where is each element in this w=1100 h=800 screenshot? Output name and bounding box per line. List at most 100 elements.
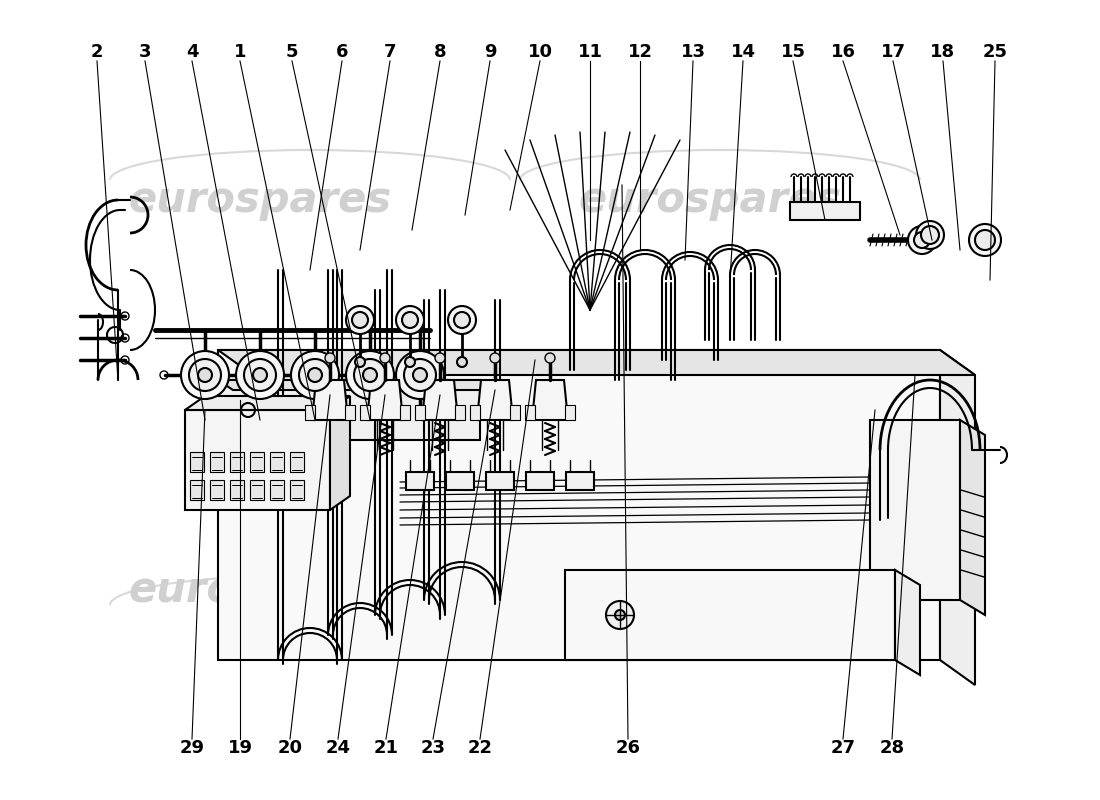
Circle shape — [354, 359, 386, 391]
Text: eurospares: eurospares — [129, 179, 392, 221]
Bar — [210, 480, 224, 500]
Circle shape — [615, 610, 625, 620]
Circle shape — [182, 351, 229, 399]
Text: 18: 18 — [931, 43, 956, 61]
Polygon shape — [422, 380, 458, 420]
Circle shape — [299, 359, 331, 391]
Bar — [565, 570, 895, 660]
Polygon shape — [218, 380, 480, 440]
Bar — [230, 452, 244, 472]
Circle shape — [448, 306, 476, 334]
Text: 29: 29 — [179, 739, 205, 757]
Polygon shape — [532, 380, 568, 420]
Circle shape — [606, 601, 634, 629]
Bar — [470, 405, 480, 420]
Text: 2: 2 — [90, 43, 103, 61]
Bar — [415, 405, 425, 420]
Circle shape — [324, 353, 336, 363]
Bar — [250, 480, 264, 500]
Circle shape — [404, 359, 436, 391]
Polygon shape — [940, 350, 975, 685]
Circle shape — [402, 312, 418, 328]
Bar — [446, 472, 474, 490]
Circle shape — [352, 312, 368, 328]
Bar — [290, 480, 304, 500]
Circle shape — [189, 359, 221, 391]
Circle shape — [396, 306, 424, 334]
Circle shape — [405, 357, 415, 367]
Circle shape — [544, 353, 556, 363]
Bar — [566, 472, 594, 490]
Bar — [190, 452, 204, 472]
Circle shape — [908, 226, 936, 254]
Polygon shape — [218, 350, 940, 660]
Circle shape — [292, 351, 339, 399]
Bar — [406, 472, 434, 490]
Polygon shape — [185, 396, 350, 410]
Bar — [230, 480, 244, 500]
Bar — [455, 405, 465, 420]
Text: eurospares: eurospares — [579, 569, 842, 611]
Text: 3: 3 — [139, 43, 152, 61]
Text: 28: 28 — [879, 739, 904, 757]
Circle shape — [308, 368, 322, 382]
Text: 5: 5 — [286, 43, 298, 61]
Text: 13: 13 — [681, 43, 705, 61]
Bar — [526, 472, 554, 490]
Text: 16: 16 — [830, 43, 856, 61]
Polygon shape — [330, 396, 350, 510]
Polygon shape — [218, 380, 495, 390]
Bar — [270, 480, 284, 500]
Polygon shape — [312, 380, 348, 420]
Text: 10: 10 — [528, 43, 552, 61]
Bar — [565, 405, 575, 420]
Text: 12: 12 — [627, 43, 652, 61]
Text: eurospares: eurospares — [129, 569, 392, 611]
Bar — [400, 405, 410, 420]
Text: 11: 11 — [578, 43, 603, 61]
Text: 21: 21 — [374, 739, 398, 757]
Bar — [345, 405, 355, 420]
Circle shape — [916, 221, 944, 249]
Text: 1: 1 — [233, 43, 246, 61]
Polygon shape — [870, 420, 960, 600]
Text: 8: 8 — [433, 43, 447, 61]
Bar — [305, 405, 315, 420]
Polygon shape — [477, 380, 513, 420]
Bar — [190, 480, 204, 500]
Bar — [290, 452, 304, 472]
Text: 26: 26 — [616, 739, 640, 757]
Text: 17: 17 — [880, 43, 905, 61]
Bar — [790, 202, 860, 220]
Text: 4: 4 — [186, 43, 198, 61]
Circle shape — [244, 359, 276, 391]
Circle shape — [969, 224, 1001, 256]
Circle shape — [355, 357, 365, 367]
Text: 9: 9 — [484, 43, 496, 61]
Circle shape — [921, 226, 939, 244]
Bar — [270, 452, 284, 472]
Bar — [210, 452, 224, 472]
Text: 23: 23 — [420, 739, 446, 757]
Circle shape — [379, 353, 390, 363]
Text: 20: 20 — [277, 739, 302, 757]
Text: 14: 14 — [730, 43, 756, 61]
Circle shape — [363, 368, 377, 382]
Text: 22: 22 — [468, 739, 493, 757]
Circle shape — [412, 368, 427, 382]
Circle shape — [346, 351, 394, 399]
Circle shape — [914, 232, 929, 248]
Bar — [486, 472, 514, 490]
Text: 7: 7 — [384, 43, 396, 61]
Circle shape — [454, 312, 470, 328]
Circle shape — [253, 368, 267, 382]
Circle shape — [198, 368, 212, 382]
Bar — [525, 405, 535, 420]
Polygon shape — [218, 350, 975, 375]
Circle shape — [396, 351, 444, 399]
Circle shape — [236, 351, 284, 399]
Circle shape — [346, 306, 374, 334]
Text: 19: 19 — [228, 739, 253, 757]
Text: 15: 15 — [781, 43, 805, 61]
Text: 6: 6 — [336, 43, 349, 61]
